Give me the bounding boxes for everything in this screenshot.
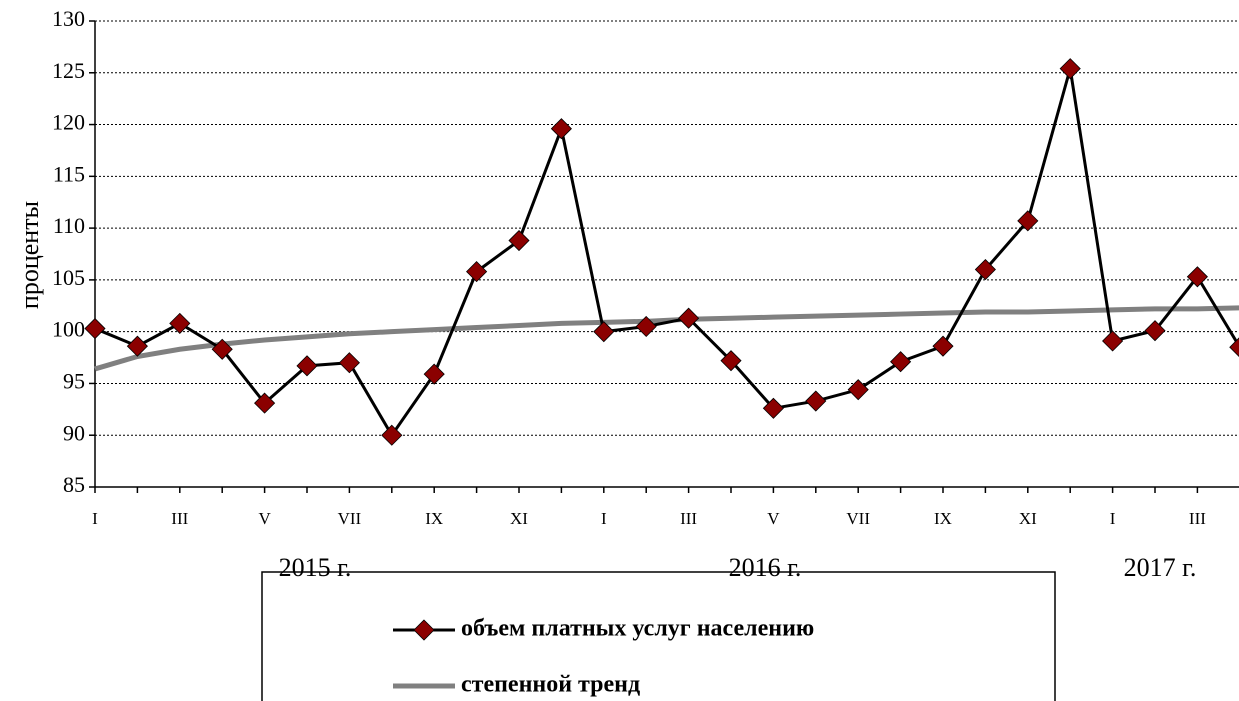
y-tick-label: 130 [52, 6, 85, 31]
marker [720, 350, 742, 372]
x-tick-label: V [767, 509, 780, 528]
x-tick-label: I [92, 509, 98, 528]
x-tick-label: III [1189, 509, 1206, 528]
trend-line [94, 305, 1239, 372]
marker [338, 352, 360, 374]
y-axis-label: проценты [15, 201, 44, 309]
marker [381, 424, 403, 446]
marker [890, 351, 912, 373]
marker [211, 338, 233, 360]
y-tick-label: 125 [52, 58, 85, 83]
marker [423, 363, 445, 385]
y-tick-label: 85 [63, 472, 85, 497]
marker [847, 379, 869, 401]
marker [1186, 266, 1208, 288]
x-tick-label: III [171, 509, 188, 528]
marker [1017, 210, 1039, 232]
legend-box [261, 571, 1056, 701]
y-tick-label: 110 [53, 213, 85, 238]
y-tick-label: 120 [52, 110, 85, 135]
x-tick-label: VII [846, 509, 870, 528]
y-tick-label: 105 [52, 265, 85, 290]
y-tick-label: 95 [63, 368, 85, 393]
x-tick-label: VII [338, 509, 362, 528]
y-tick-label: 115 [53, 161, 85, 186]
marker [805, 390, 827, 412]
legend-label: степенной тренд [461, 672, 640, 698]
year-label: 2015 г. [279, 553, 352, 582]
marker [84, 317, 106, 340]
x-tick-label: I [601, 509, 607, 528]
year-label: 2016 г. [729, 553, 802, 582]
marker [550, 118, 572, 140]
x-tick-label: III [680, 509, 697, 528]
marker [466, 261, 488, 283]
x-tick-label: XI [1019, 509, 1037, 528]
data-line [94, 68, 1239, 439]
y-tick-label: 100 [52, 317, 85, 342]
marker [1059, 58, 1081, 80]
marker [932, 335, 954, 357]
year-label: 2017 г. [1124, 553, 1197, 582]
marker [1102, 330, 1124, 352]
marker [1229, 337, 1239, 357]
marker [508, 229, 530, 252]
y-tick-label: 90 [63, 420, 85, 445]
marker [593, 321, 615, 343]
marker [678, 307, 700, 329]
x-tick-label: I [1110, 509, 1116, 528]
x-tick-label: IX [934, 509, 952, 528]
marker [126, 335, 148, 357]
x-tick-label: XI [510, 509, 528, 528]
x-tick-label: IX [425, 509, 443, 528]
marker [762, 397, 784, 419]
marker [635, 315, 657, 338]
marker [254, 392, 276, 414]
x-tick-label: V [258, 509, 271, 528]
marker [1144, 320, 1166, 342]
marker [169, 312, 191, 334]
marker [974, 258, 996, 281]
legend-label: объем платных услуг населению [461, 616, 814, 642]
legend-marker [413, 619, 435, 641]
marker [296, 355, 318, 377]
